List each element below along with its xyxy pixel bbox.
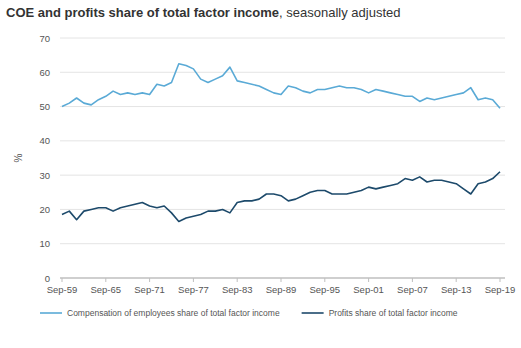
x-tick (149, 278, 150, 282)
x-tick (193, 278, 194, 282)
x-tick-label: Sep-19 (485, 284, 516, 295)
x-tick-label: Sep-77 (178, 284, 209, 295)
x-tick-label: Sep-01 (353, 284, 384, 295)
chart: COE and profits share of total factor in… (0, 0, 521, 348)
x-tick (237, 278, 238, 282)
y-tick-label: 50 (39, 101, 50, 112)
x-tick (281, 278, 282, 282)
grid-line (60, 140, 505, 141)
title-text: COE and profits share of total factor in… (6, 5, 279, 20)
x-tick-label: Sep-95 (309, 284, 340, 295)
x-tick-label: Sep-83 (222, 284, 253, 295)
x-tick (368, 278, 369, 282)
grid-line (60, 72, 505, 73)
y-axis-label: % (13, 153, 24, 162)
series-line (62, 64, 500, 109)
y-tick-label: 70 (39, 33, 50, 44)
x-axis (60, 278, 505, 279)
title: COE and profits share of total factor in… (6, 5, 400, 20)
x-tick-label: Sep-65 (90, 284, 121, 295)
grid-line (60, 106, 505, 107)
grid-line (60, 175, 505, 176)
grid-line (60, 243, 505, 244)
legend-label: Profits share of total factor income (329, 308, 458, 318)
x-tick-label: Sep-59 (47, 284, 78, 295)
y-tick-label: 10 (39, 238, 50, 249)
x-tick (412, 278, 413, 282)
x-tick (456, 278, 457, 282)
x-tick-label: Sep-89 (266, 284, 297, 295)
grid-line (60, 209, 505, 210)
y-tick-label: 30 (39, 170, 50, 181)
plot-area (62, 64, 500, 222)
x-tick-label: Sep-13 (441, 284, 472, 295)
y-tick-label: 60 (39, 67, 50, 78)
x-tick (500, 278, 501, 282)
subtitle: , seasonally adjusted (279, 5, 400, 20)
y-tick-label: 0 (45, 273, 50, 284)
x-tick-label: Sep-71 (134, 284, 165, 295)
legend-label: Compensation of employees share of total… (67, 308, 280, 318)
x-tick (105, 278, 106, 282)
grid-line (60, 278, 505, 279)
y-tick-label: 20 (39, 204, 50, 215)
x-tick-label: Sep-07 (397, 284, 428, 295)
y-tick-label: 40 (39, 135, 50, 146)
legend-swatch (40, 312, 62, 314)
legend-swatch (302, 312, 324, 314)
series-line (62, 172, 500, 222)
x-tick (324, 278, 325, 282)
x-tick (62, 278, 63, 282)
grid-line (60, 38, 505, 39)
